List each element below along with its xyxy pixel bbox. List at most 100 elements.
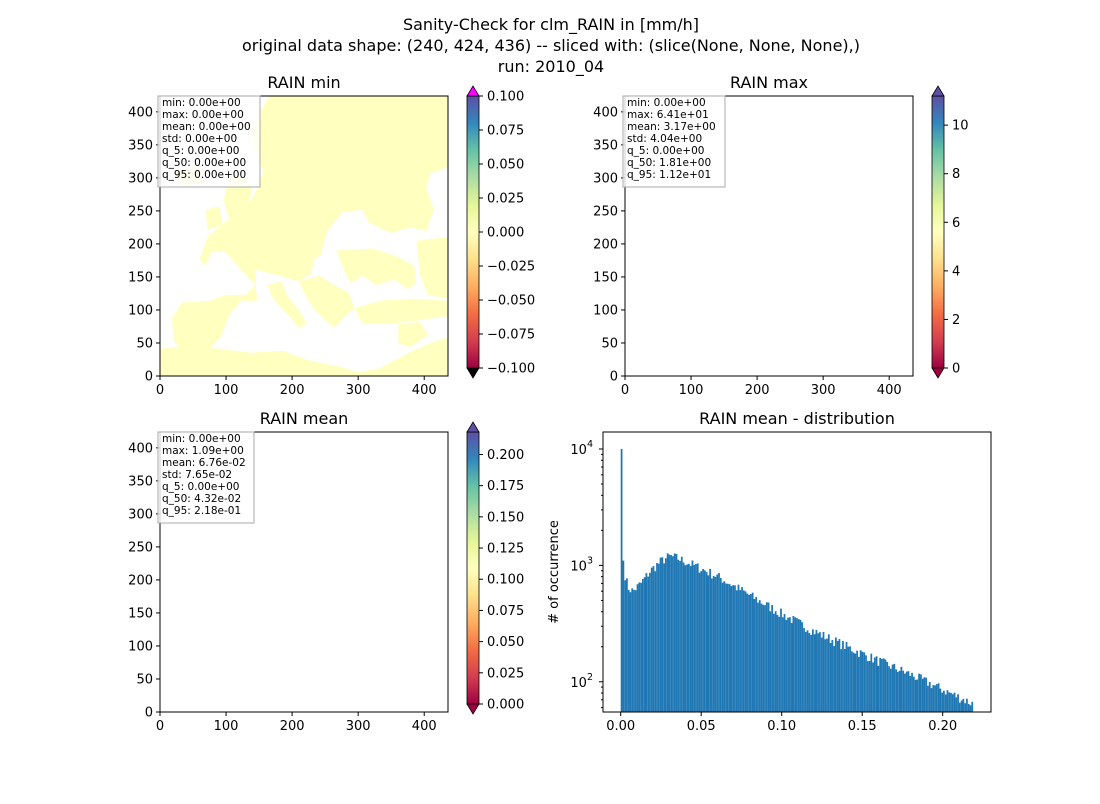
x-tick-label: 0.00: [606, 719, 635, 734]
histogram-bar: [721, 582, 724, 712]
colorbar-tick-label: 0.200: [487, 448, 524, 463]
stats-line: q_50: 4.32e-02: [162, 493, 241, 505]
x-tick-label: 300: [346, 719, 371, 734]
histogram-bar: [657, 563, 660, 712]
y-tick-label: 350: [128, 138, 153, 153]
stats-line: q_50: 1.81e+00: [627, 157, 711, 169]
histogram-bar: [964, 703, 967, 712]
colorbar-tick-label: 6: [952, 216, 960, 231]
histogram-bar: [664, 558, 667, 712]
histogram-bar: [834, 637, 837, 712]
histogram-bar: [741, 587, 743, 712]
histogram-bar: [624, 580, 627, 712]
histogram-bar: [749, 594, 752, 712]
x-tick-label: 200: [745, 383, 770, 398]
histogram-bar: [636, 584, 639, 712]
histogram-bar: [716, 574, 719, 712]
histogram-bar: [843, 648, 846, 712]
histogram-bar: [688, 563, 690, 712]
y-axis-label: # of occurrence: [547, 520, 562, 624]
histogram-bar: [773, 613, 775, 712]
histogram-bar: [677, 559, 680, 712]
histogram-bar: [663, 563, 665, 712]
histogram-bar: [882, 658, 885, 712]
histogram-bar: [865, 655, 867, 712]
histogram-bar: [884, 659, 887, 712]
stats-line: q_95: 0.00e+00: [162, 169, 246, 181]
histogram-bar: [774, 611, 777, 712]
histogram-bar: [631, 588, 634, 712]
y-tick-label: 400: [128, 105, 153, 120]
histogram-bar: [670, 555, 673, 712]
y-tick-label: 200: [128, 237, 153, 252]
histogram-bar: [842, 640, 844, 712]
colorbar-tick-label: −0.100: [487, 362, 535, 377]
histogram-bar: [737, 584, 740, 712]
panel-title: RAIN mean: [260, 409, 349, 428]
histogram-bar: [675, 553, 678, 712]
x-tick-label: 400: [412, 383, 437, 398]
histogram-bar: [930, 688, 933, 712]
histogram-bar: [650, 567, 653, 712]
histogram-bar: [709, 568, 712, 712]
histogram-bar: [962, 698, 965, 712]
y-tick-label: 100: [593, 303, 618, 318]
y-tick-label: 0: [145, 370, 153, 385]
colorbar-tick-label: 0.150: [487, 510, 524, 525]
x-tick-label: 0: [621, 383, 629, 398]
colorbar-tick-label: 0.050: [487, 635, 524, 650]
histogram-bar: [810, 634, 812, 712]
colorbar-tick-label: 0.025: [487, 192, 524, 207]
histogram-bar: [969, 705, 972, 712]
histogram-bar: [895, 669, 897, 712]
histogram-bar: [827, 634, 830, 712]
y-tick-label: 150: [128, 606, 153, 621]
histogram-bar: [796, 618, 798, 712]
histogram-bar: [695, 564, 697, 712]
histogram-bar: [822, 631, 825, 712]
histogram-bar: [647, 576, 650, 712]
colorbar-tick-label: 0: [952, 362, 960, 377]
histogram-bar: [966, 698, 968, 712]
histogram-bar: [634, 590, 637, 712]
histogram-bar: [797, 619, 800, 712]
histogram-bar: [944, 694, 947, 712]
histogram-bar: [836, 640, 839, 712]
stats-line: mean: 0.00e+00: [162, 121, 251, 133]
y-tick-label: 103: [570, 555, 593, 574]
histogram-bar: [967, 703, 970, 712]
stats-line: q_5: 0.00e+00: [627, 145, 704, 157]
y-tick-label: 400: [128, 441, 153, 456]
colorbar-tick-label: 0.000: [487, 698, 524, 713]
y-tick-label: 50: [136, 672, 153, 687]
stats-line: max: 1.09e+00: [162, 445, 244, 457]
histogram-bar: [817, 633, 820, 712]
y-tick-label: 300: [128, 507, 153, 522]
histogram-bar: [638, 582, 641, 712]
x-tick-label: 0.15: [848, 719, 877, 734]
stats-line: std: 0.00e+00: [162, 133, 237, 145]
y-tick-label: 100: [128, 303, 153, 318]
stats-line: q_5: 0.00e+00: [162, 481, 239, 493]
histogram-bar: [794, 617, 797, 712]
histogram-bar: [742, 590, 745, 712]
histogram-bar: [921, 678, 924, 712]
histogram-bar: [801, 622, 804, 712]
histogram-bar: [957, 694, 959, 712]
histogram-bar: [767, 602, 770, 712]
histogram-bar: [787, 617, 789, 712]
histogram-bar: [689, 566, 692, 712]
histogram-bar: [861, 651, 864, 712]
histogram-bar: [891, 664, 894, 712]
histogram-bar: [873, 657, 876, 712]
histogram-bar: [719, 578, 722, 712]
y-tick-label: 102: [570, 672, 593, 691]
histogram-bar: [640, 582, 642, 712]
histogram-bar: [622, 560, 625, 712]
histogram-bar: [815, 629, 818, 712]
histogram-bar: [813, 634, 816, 712]
histogram-bar: [707, 575, 710, 712]
histogram-bar: [672, 556, 674, 712]
